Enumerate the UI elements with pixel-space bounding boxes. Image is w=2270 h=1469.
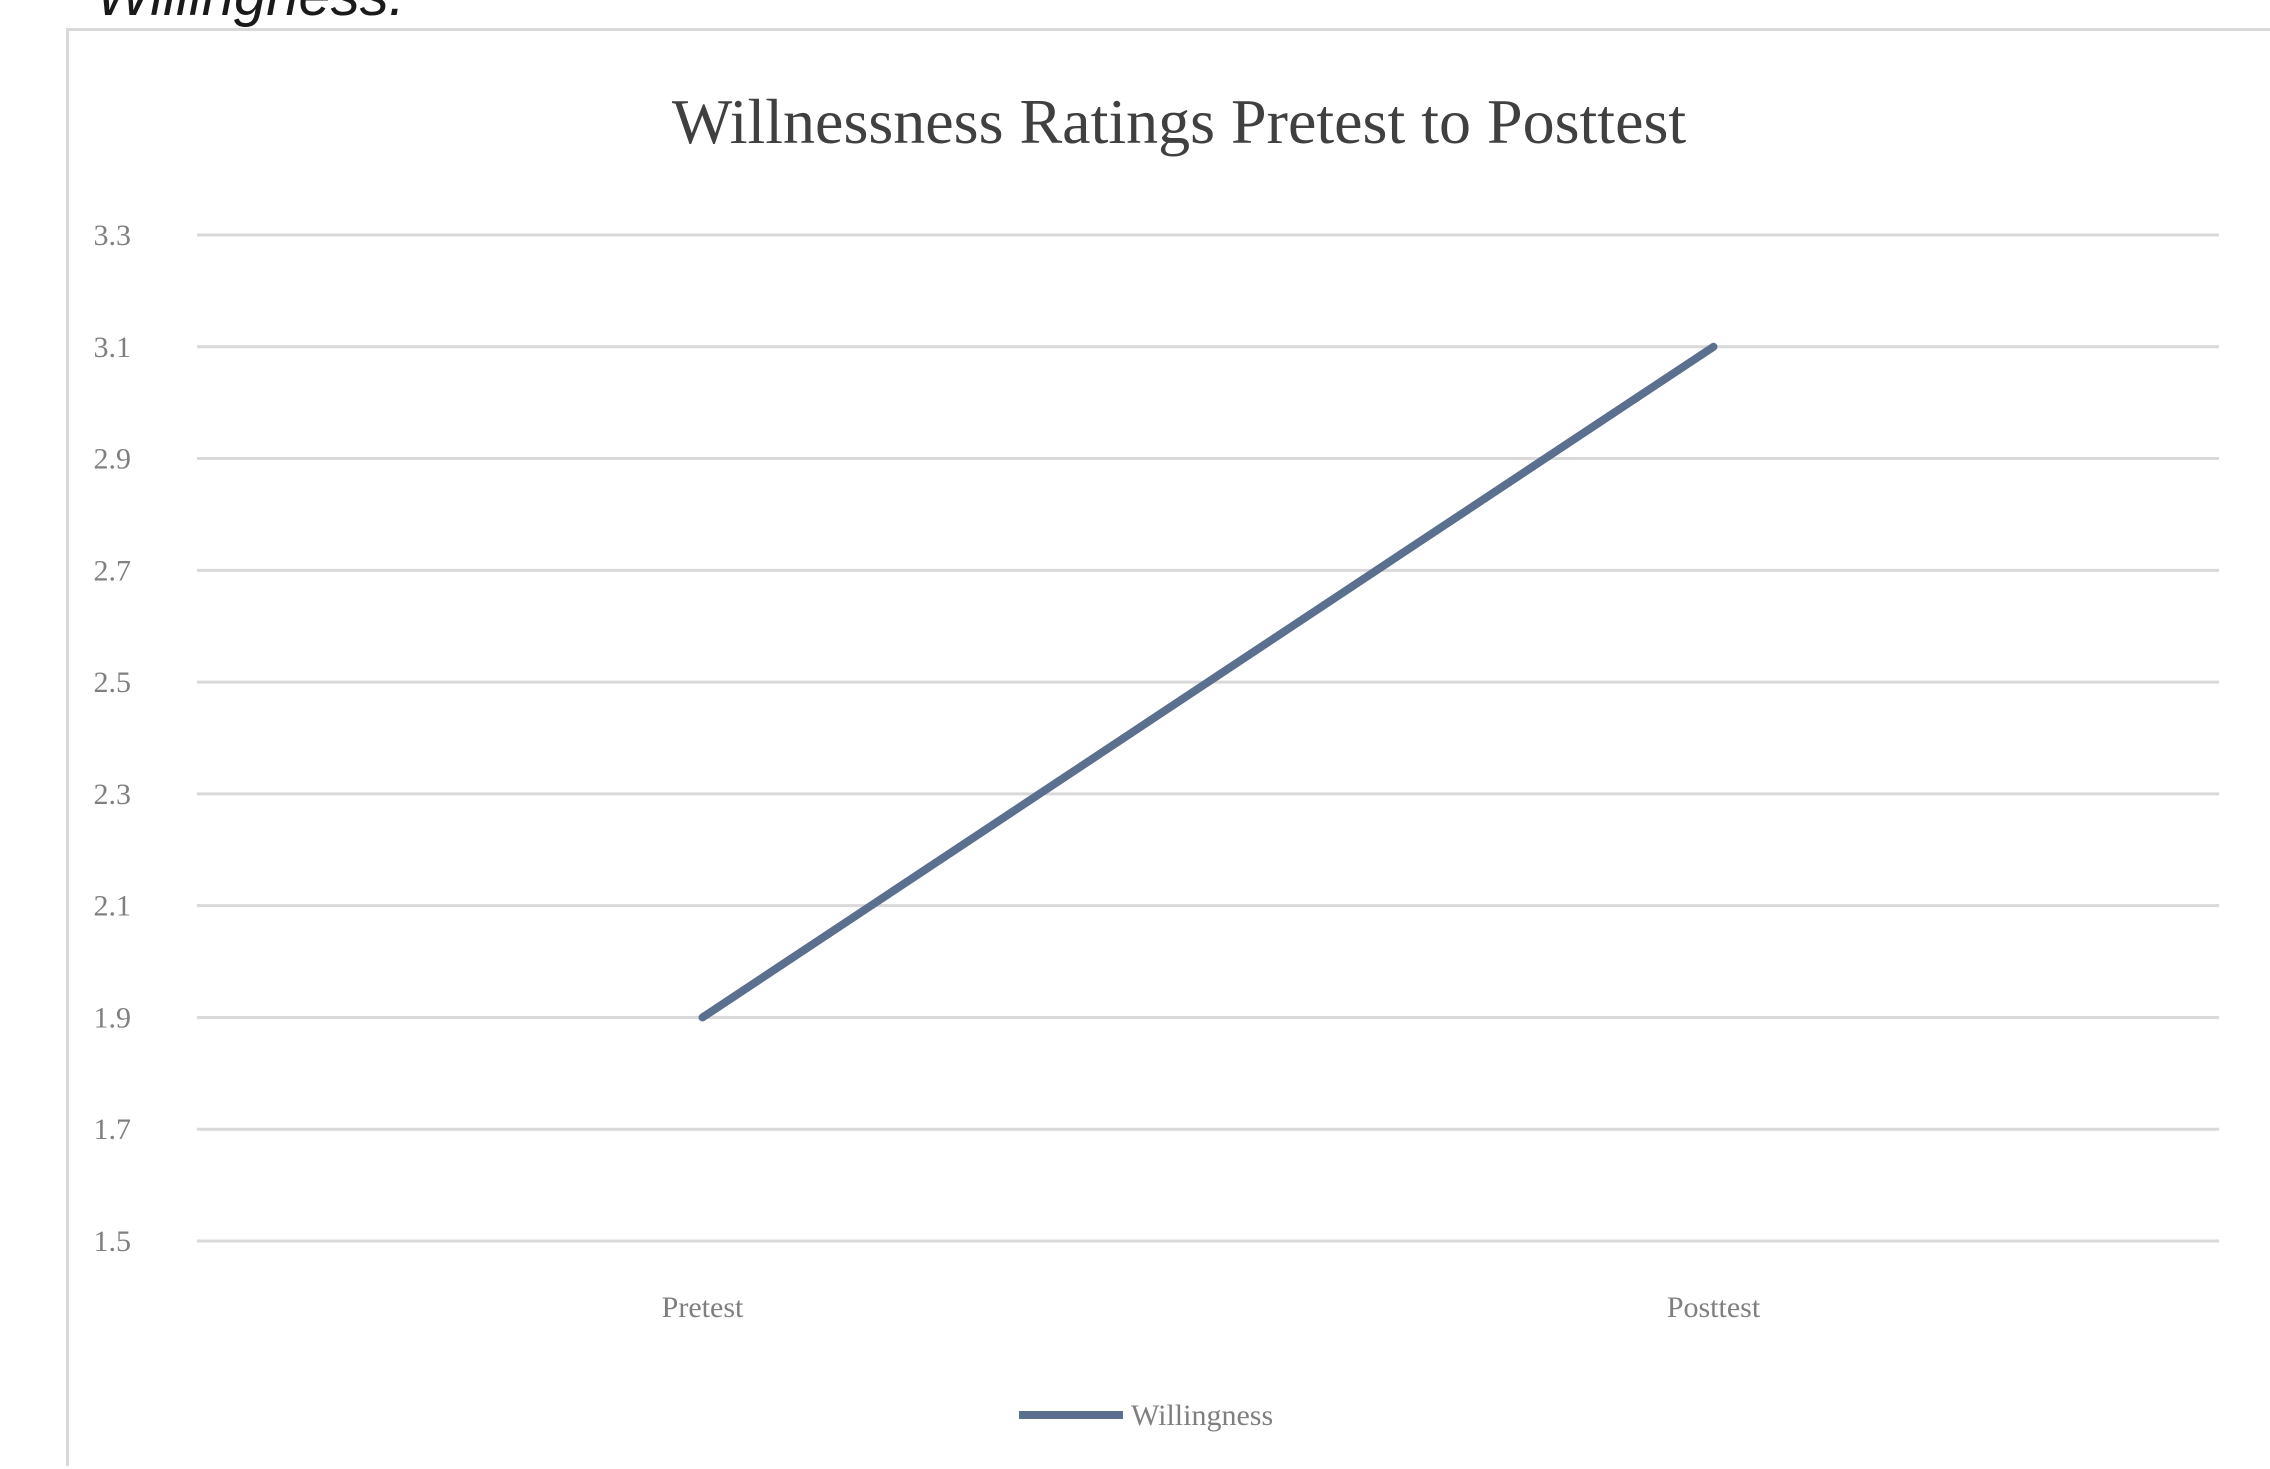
grid-layer xyxy=(197,233,2219,1243)
line-chart: Willnessness Ratings Pretest to Posttest… xyxy=(94,86,2219,1432)
chart-title: Willnessness Ratings Pretest to Posttest xyxy=(672,86,1687,157)
y-tick-label: 2.1 xyxy=(94,890,132,923)
x-tick-label: Posttest xyxy=(1667,1291,1761,1324)
y-tick-label: 2.5 xyxy=(94,666,132,699)
legend: Willingness xyxy=(1019,1399,1273,1432)
y-tick-label: 3.1 xyxy=(94,331,132,364)
series-layer xyxy=(698,342,1718,1022)
x-axis-ticks: Pretest Posttest xyxy=(662,1291,1761,1324)
y-tick-label: 2.3 xyxy=(94,778,132,811)
y-tick-label: 2.9 xyxy=(94,443,132,476)
series-line xyxy=(698,342,1718,1022)
y-tick-label: 1.9 xyxy=(94,1001,132,1034)
x-tick-label: Pretest xyxy=(662,1291,744,1324)
y-tick-label: 1.7 xyxy=(94,1113,132,1146)
y-tick-label: 1.5 xyxy=(94,1225,132,1258)
y-tick-label: 3.3 xyxy=(94,219,132,252)
chart-frame: Willnessness Ratings Pretest to Posttest… xyxy=(66,28,2270,1466)
legend-label: Willingness xyxy=(1131,1399,1273,1432)
y-tick-label: 2.7 xyxy=(94,554,132,587)
page-caption: Willingness. xyxy=(96,0,405,29)
y-axis-ticks: 1.5 1.7 1.9 2.1 2.3 2.5 2.7 2.9 3.1 3.3 xyxy=(94,219,132,1258)
